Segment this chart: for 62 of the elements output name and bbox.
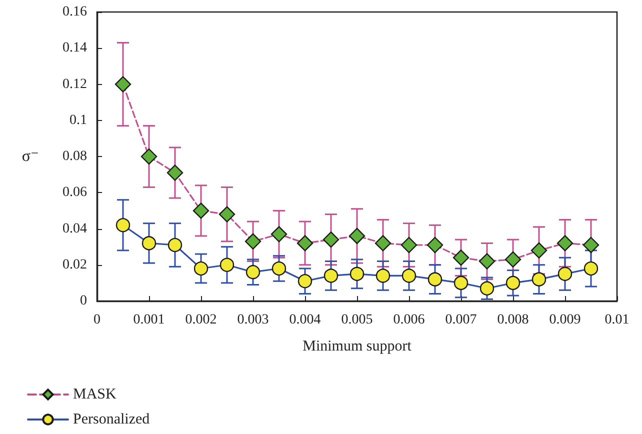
point — [532, 272, 546, 286]
point — [348, 228, 366, 244]
point — [322, 231, 340, 248]
point — [192, 202, 210, 219]
point — [116, 218, 130, 232]
y-tick-label: 0.12 — [62, 76, 87, 92]
point — [374, 235, 392, 252]
point — [218, 206, 236, 222]
x-tick-label: 0.002 — [185, 312, 217, 328]
point — [194, 261, 208, 276]
y-tick-label: 0.02 — [62, 257, 87, 272]
point — [402, 268, 416, 283]
point — [298, 274, 312, 288]
y-tick-label: 0.06 — [62, 185, 87, 200]
y-tick-label: 0.16 — [62, 4, 87, 20]
point — [504, 251, 522, 268]
y-tick-label: 0.1 — [70, 112, 87, 128]
x-tick-label: 0.005 — [341, 312, 373, 328]
point — [270, 226, 288, 242]
point — [582, 236, 600, 254]
point — [506, 276, 520, 290]
point — [168, 238, 182, 252]
x-axis-title: Minimum support — [302, 338, 412, 354]
x-tick-label: 0.006 — [393, 312, 425, 328]
point — [140, 148, 158, 165]
legend-label: Personalized — [73, 412, 150, 428]
point — [220, 258, 234, 272]
point — [166, 164, 184, 181]
y-axis-title: σ⁻ — [22, 148, 39, 165]
point — [114, 76, 132, 92]
point — [272, 261, 286, 276]
y-tick-label: 0.14 — [62, 40, 87, 56]
point — [454, 276, 468, 290]
legend-label: MASK — [73, 386, 117, 402]
point — [142, 236, 156, 250]
point — [246, 265, 260, 280]
x-tick-label: 0.009 — [549, 312, 581, 328]
y-tick-label: 0.04 — [62, 221, 87, 236]
y-tick-label: 0 — [80, 294, 87, 308]
point — [400, 236, 418, 254]
point — [556, 235, 574, 252]
point — [452, 250, 470, 266]
x-tick-label: 0 — [94, 312, 100, 328]
point — [324, 268, 338, 283]
x-tick-label: 0.004 — [289, 312, 321, 328]
point — [350, 266, 364, 282]
point — [478, 253, 496, 270]
point — [480, 281, 494, 296]
y-tick-label: 0.08 — [62, 149, 87, 164]
x-tick-label: 0.007 — [445, 312, 477, 328]
x-tick-label: 0.001 — [133, 312, 165, 328]
point — [530, 242, 548, 259]
point — [376, 268, 390, 283]
point — [296, 235, 314, 252]
point — [428, 272, 442, 286]
x-tick-label: 0.008 — [497, 312, 529, 328]
point — [558, 266, 572, 282]
x-tick-label: 0.01 — [604, 312, 630, 328]
point — [584, 261, 598, 276]
x-tick-label: 0.003 — [237, 312, 269, 328]
point — [244, 233, 262, 250]
point — [426, 236, 444, 254]
